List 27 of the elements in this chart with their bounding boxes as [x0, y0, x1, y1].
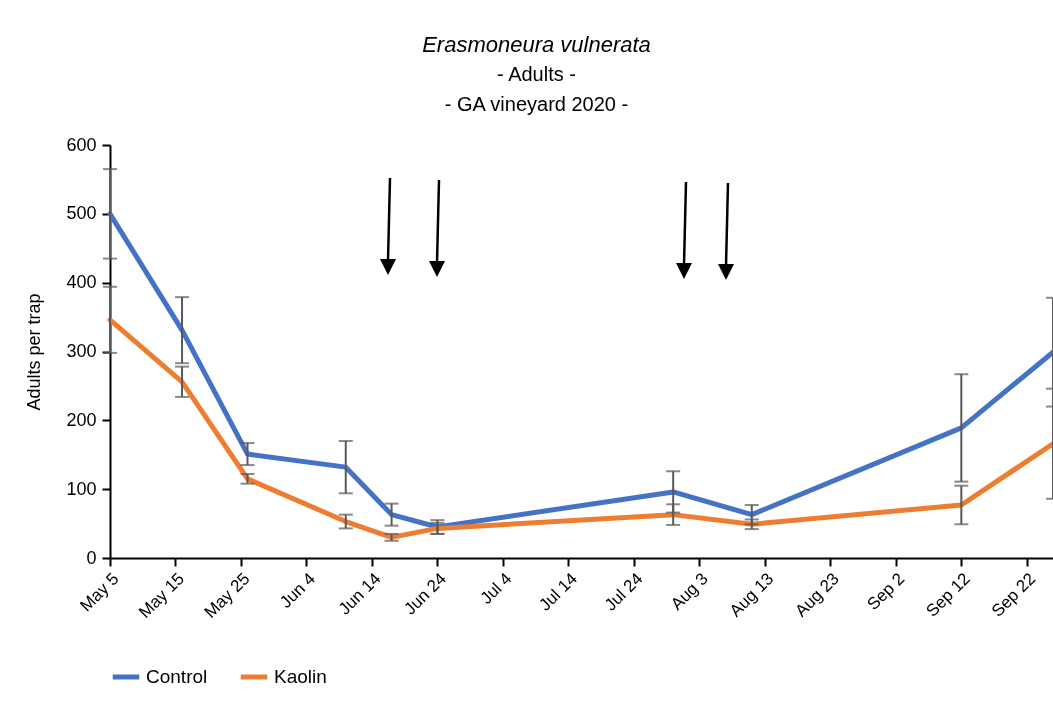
- x-tick-label: Aug 23: [791, 569, 843, 621]
- x-tick-label: Jun 4: [276, 569, 319, 612]
- x-tick-label: May 5: [76, 569, 123, 616]
- x-tick-label: Jul 14: [535, 569, 581, 615]
- x-tick-label: Sep 2: [863, 569, 909, 614]
- y-tick-label: 300: [66, 341, 97, 361]
- chart-title: Erasmoneura vulnerata: [422, 32, 651, 57]
- x-tick-label: May 15: [135, 569, 189, 622]
- x-tick-label: May 25: [200, 569, 254, 622]
- x-tick-label: Sep 22: [987, 569, 1040, 621]
- y-axis-title: Adults per trap: [24, 293, 45, 411]
- y-tick-label: 500: [66, 203, 97, 224]
- x-tick-label: Jul 24: [600, 569, 647, 615]
- legend-label: Control: [146, 666, 208, 687]
- x-tick-label: Jun 14: [334, 569, 385, 619]
- x-tick-label: Sep 12: [922, 569, 974, 621]
- y-tick-label: 400: [66, 272, 97, 293]
- x-tick-label: Jul 4: [476, 569, 516, 608]
- y-tick-label: 0: [86, 547, 97, 568]
- y-tick-label: 200: [66, 409, 97, 430]
- x-tick-label: Jun 24: [400, 569, 450, 619]
- x-tick-label: Aug 13: [725, 569, 778, 621]
- y-tick-label: 600: [66, 134, 97, 155]
- chart-subtitle: - Adults - - GA vineyard 2020 -: [444, 63, 629, 115]
- legend-label: Kaolin: [274, 666, 327, 687]
- x-tick-label: Aug 3: [667, 569, 712, 614]
- y-tick-label: 100: [66, 478, 97, 499]
